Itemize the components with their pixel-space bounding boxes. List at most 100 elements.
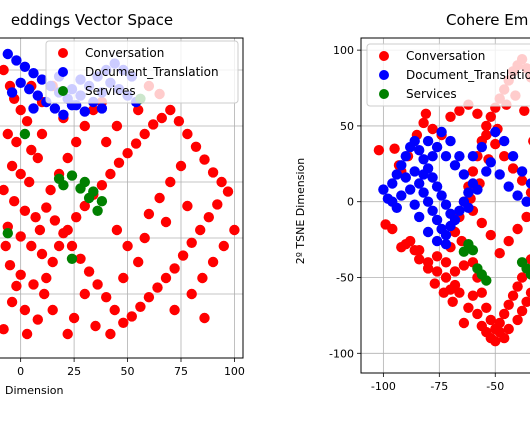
data-point-conversation xyxy=(126,311,137,322)
data-point-conversation xyxy=(494,248,505,259)
y-tick-label: -100 xyxy=(329,347,354,360)
data-point-document_translation xyxy=(418,187,429,198)
data-point-conversation xyxy=(414,245,425,256)
data-point-conversation xyxy=(111,224,123,236)
data-point-document_translation xyxy=(96,103,108,114)
data-point-services xyxy=(58,180,69,191)
data-point-document_translation xyxy=(454,205,465,216)
data-point-conversation xyxy=(34,224,46,236)
data-point-conversation xyxy=(405,235,416,247)
data-point-conversation xyxy=(2,128,13,140)
data-point-document_translation xyxy=(440,151,452,162)
data-point-conversation xyxy=(490,336,501,347)
data-point-conversation xyxy=(516,175,528,186)
data-point-conversation xyxy=(122,148,133,159)
data-point-conversation xyxy=(79,120,91,132)
data-point-conversation xyxy=(222,186,234,197)
data-point-conversation xyxy=(47,304,58,316)
data-point-document_translation xyxy=(378,184,389,195)
data-point-document_translation xyxy=(396,160,407,171)
data-point-conversation xyxy=(105,168,116,180)
data-point-conversation xyxy=(507,290,519,301)
data-point-services xyxy=(2,228,13,239)
data-point-conversation xyxy=(15,168,26,180)
data-point-conversation xyxy=(440,257,452,268)
data-point-conversation xyxy=(373,145,385,156)
data-point-conversation xyxy=(519,105,530,117)
y-tick-label: 0 xyxy=(347,196,354,209)
right-x-tick-labels: -100 -75 -50 xyxy=(371,380,504,393)
data-point-conversation xyxy=(467,166,479,177)
x-tick-label: 100 xyxy=(224,365,245,378)
left-chart-title: eddings Vector Space xyxy=(11,11,173,29)
data-point-conversation xyxy=(207,256,219,268)
data-point-conversation xyxy=(481,302,492,313)
data-point-document_translation xyxy=(387,196,398,207)
data-point-document_translation xyxy=(396,190,407,201)
right-y-axis-label: 2º TSNE Dimension xyxy=(294,158,307,265)
data-point-conversation xyxy=(152,282,163,293)
data-point-document_translation xyxy=(405,184,416,195)
y-tick-label: 50 xyxy=(340,120,354,133)
data-point-services xyxy=(75,183,86,194)
data-point-conversation xyxy=(516,305,528,317)
data-point-document_translation xyxy=(431,181,443,192)
legend-marker xyxy=(58,86,68,96)
data-point-conversation xyxy=(6,160,18,172)
data-point-conversation xyxy=(26,240,37,252)
data-point-conversation xyxy=(90,320,101,332)
data-point-document_translation xyxy=(454,151,465,162)
data-point-conversation xyxy=(521,296,530,307)
data-point-conversation xyxy=(135,301,146,312)
data-point-conversation xyxy=(512,281,523,292)
data-point-document_translation xyxy=(418,154,429,165)
data-point-conversation xyxy=(396,242,407,253)
data-point-document_translation xyxy=(418,169,429,180)
data-point-conversation xyxy=(160,216,172,228)
data-point-conversation xyxy=(494,317,505,329)
data-point-document_translation xyxy=(11,55,22,66)
data-point-conversation xyxy=(156,112,167,124)
data-point-conversation xyxy=(24,176,35,188)
data-point-conversation xyxy=(96,180,108,191)
data-point-conversation xyxy=(175,160,187,172)
x-tick-label: 50 xyxy=(121,365,135,378)
data-point-document_translation xyxy=(494,169,505,180)
legend-marker xyxy=(379,70,389,80)
data-point-document_translation xyxy=(15,77,26,89)
data-point-conversation xyxy=(216,176,227,188)
legend-label: Conversation xyxy=(85,46,164,60)
x-tick-label: 75 xyxy=(174,365,188,378)
data-point-conversation xyxy=(133,256,144,268)
data-point-conversation xyxy=(71,136,82,148)
axes-box xyxy=(360,37,530,374)
data-point-conversation xyxy=(173,116,185,127)
data-point-conversation xyxy=(79,288,91,300)
data-point-conversation xyxy=(68,312,80,324)
data-point-conversation xyxy=(105,328,116,340)
data-point-conversation xyxy=(165,176,176,188)
data-point-conversation xyxy=(516,272,528,283)
data-point-conversation xyxy=(177,250,189,261)
data-point-conversation xyxy=(122,240,133,252)
data-point-conversation xyxy=(139,232,150,244)
data-point-conversation xyxy=(41,202,52,213)
data-point-conversation xyxy=(481,129,492,141)
data-point-conversation xyxy=(0,184,9,196)
data-point-document_translation xyxy=(440,239,452,250)
data-point-conversation xyxy=(160,272,172,284)
data-point-conversation xyxy=(449,266,461,277)
data-point-conversation xyxy=(203,212,214,223)
data-point-conversation xyxy=(36,128,48,140)
data-point-document_translation xyxy=(463,202,474,213)
data-point-document_translation xyxy=(391,169,402,180)
data-point-conversation xyxy=(143,208,155,220)
data-point-conversation xyxy=(36,248,48,260)
data-point-conversation xyxy=(499,151,510,162)
data-point-conversation xyxy=(15,269,26,280)
data-point-document_translation xyxy=(431,141,443,153)
data-point-conversation xyxy=(467,290,479,301)
data-point-document_translation xyxy=(409,166,420,177)
legend-label: Services xyxy=(406,87,457,101)
